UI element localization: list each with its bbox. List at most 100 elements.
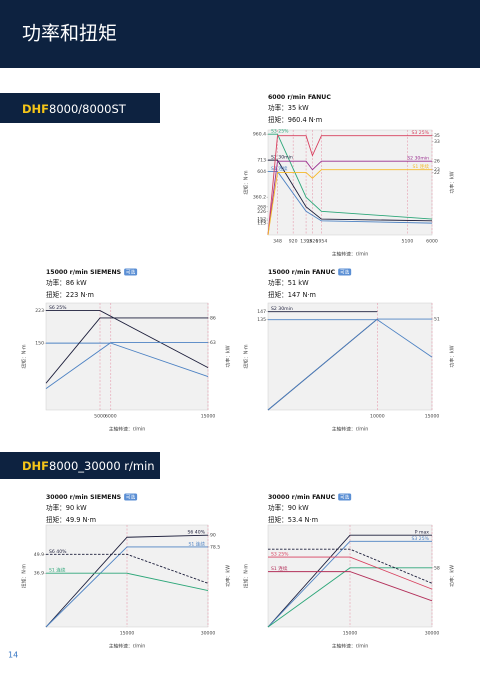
y-axis-label: 扭矩：N·m	[243, 564, 250, 589]
x-tick-label: 15000	[425, 414, 440, 420]
torque-spec: 扭矩：53.4 N·m	[268, 515, 318, 524]
x-axis-label: 主轴转速：r/min	[109, 643, 146, 650]
badge-text: 可选	[126, 494, 136, 501]
section-name: 8000_30000 r/min	[49, 459, 155, 473]
series-line	[267, 318, 432, 411]
power-spec: 功率：35 kW	[268, 103, 309, 112]
series-line	[268, 548, 433, 584]
y-tick-label: 135	[257, 317, 266, 323]
x-tick-label: 30000	[425, 631, 440, 637]
series-line	[267, 534, 432, 628]
series-line	[46, 310, 209, 369]
series-line	[268, 159, 433, 222]
y-tick-label: 152	[257, 217, 266, 223]
series-line	[45, 317, 208, 384]
series-line	[267, 135, 432, 236]
x-axis-label: 主轴转速：r/min	[332, 643, 369, 650]
series-line	[45, 342, 208, 389]
series-label: S2 30min	[407, 156, 429, 162]
y-axis-label: 扭矩：N·m	[21, 344, 28, 369]
chart-title: 30000 r/min SIEMENS	[46, 494, 121, 501]
x-tick-label: 920	[289, 239, 298, 245]
x-tick-label: 15000	[343, 631, 358, 637]
series-line	[267, 169, 432, 236]
y2-tick-label: 58	[434, 565, 440, 571]
y2-tick-label: 33	[434, 139, 440, 145]
section-bar	[0, 93, 160, 123]
chart-title: 6000 r/min FANUC	[268, 94, 331, 101]
torque-spec: 扭矩：49.9 N·m	[46, 515, 96, 524]
y2-tick-label: 23	[434, 167, 440, 173]
y-tick-label: 360.2	[253, 195, 266, 201]
chart-title: 15000 r/min SIEMENS	[46, 269, 121, 276]
x-tick-label: 15000	[120, 631, 135, 637]
series-line	[267, 540, 432, 628]
x-tick-label: 15000	[201, 414, 216, 420]
plot-area	[267, 302, 433, 411]
section-name: 8000/8000ST	[49, 102, 127, 116]
series-line	[46, 572, 209, 592]
series-label: S3 25%	[411, 130, 429, 136]
y-tick-label: 223	[35, 308, 44, 314]
series-label: S6 40%	[187, 530, 205, 536]
torque-spec: 扭矩：223 N·m	[46, 290, 94, 299]
y-tick-label: 135	[257, 218, 266, 224]
x-axis-label: 主轴转速：r/min	[332, 426, 369, 433]
series-line	[46, 553, 209, 584]
series-line	[268, 319, 433, 358]
y2-axis-label: 功率：kW	[449, 345, 456, 367]
series-line	[45, 534, 209, 628]
series-line	[268, 571, 433, 602]
x-tick-label: 5100	[402, 239, 414, 245]
y2-tick-label: 22	[434, 170, 440, 176]
model: DHF	[22, 102, 49, 116]
series-label: S6 25%	[49, 305, 67, 311]
y2-tick-label: 78.5	[210, 544, 220, 550]
y2-tick-label: 90	[210, 533, 216, 539]
y2-tick-label: 35	[434, 133, 440, 139]
power-spec: 功率：90 kW	[46, 503, 87, 512]
y-tick-label: 713	[257, 158, 266, 164]
y-tick-label: 113	[257, 221, 266, 227]
badge-text: 可选	[126, 269, 136, 276]
series-label: S2 30min	[271, 306, 293, 312]
x-tick-label: 30000	[201, 631, 216, 637]
x-tick-label: 6000	[105, 414, 117, 420]
y2-axis-label: 功率：kW	[449, 171, 456, 193]
y-tick-label: 49.9	[34, 552, 44, 558]
x-tick-label: 1954	[316, 239, 328, 245]
y2-axis-label: 功率：kW	[225, 565, 232, 587]
badge-text: 可选	[340, 269, 350, 276]
power-spec: 功率：51 kW	[268, 278, 309, 287]
y2-tick-label: 63	[210, 340, 216, 346]
section-title: DHF8000_30000 r/min	[22, 459, 155, 473]
torque-spec: 扭矩：147 N·m	[268, 290, 316, 299]
plot-area	[45, 302, 209, 411]
x-tick-label: 1626	[307, 239, 319, 245]
series-line	[268, 556, 433, 590]
header-band	[0, 0, 480, 68]
page-number: 14	[8, 651, 18, 660]
series-label: P max	[415, 530, 430, 536]
series-line	[267, 160, 432, 236]
y-axis-label: 扭矩：N·m	[243, 170, 250, 195]
series-label: S1 连续	[271, 565, 288, 572]
model: DHF	[22, 459, 49, 473]
badge	[124, 493, 138, 501]
section-title: DHF8000/8000ST	[22, 102, 127, 116]
y-tick-label: 604	[257, 169, 266, 175]
x-tick-label: 348	[273, 239, 282, 245]
y-tick-label: 960.4	[253, 132, 266, 138]
y2-tick-label: 51	[434, 317, 440, 323]
badge-text: 可选	[340, 494, 350, 501]
x-tick-label: 6000	[426, 239, 438, 245]
power-spec: 功率：90 kW	[268, 503, 309, 512]
power-spec: 功率：86 kW	[46, 278, 87, 287]
y2-axis-label: 功率：kW	[449, 565, 456, 587]
page-title: 功率和扭矩	[22, 23, 117, 45]
badge	[124, 268, 138, 276]
section-bar	[0, 452, 160, 479]
series-label: S3 25%	[411, 536, 429, 542]
badge	[338, 493, 352, 501]
